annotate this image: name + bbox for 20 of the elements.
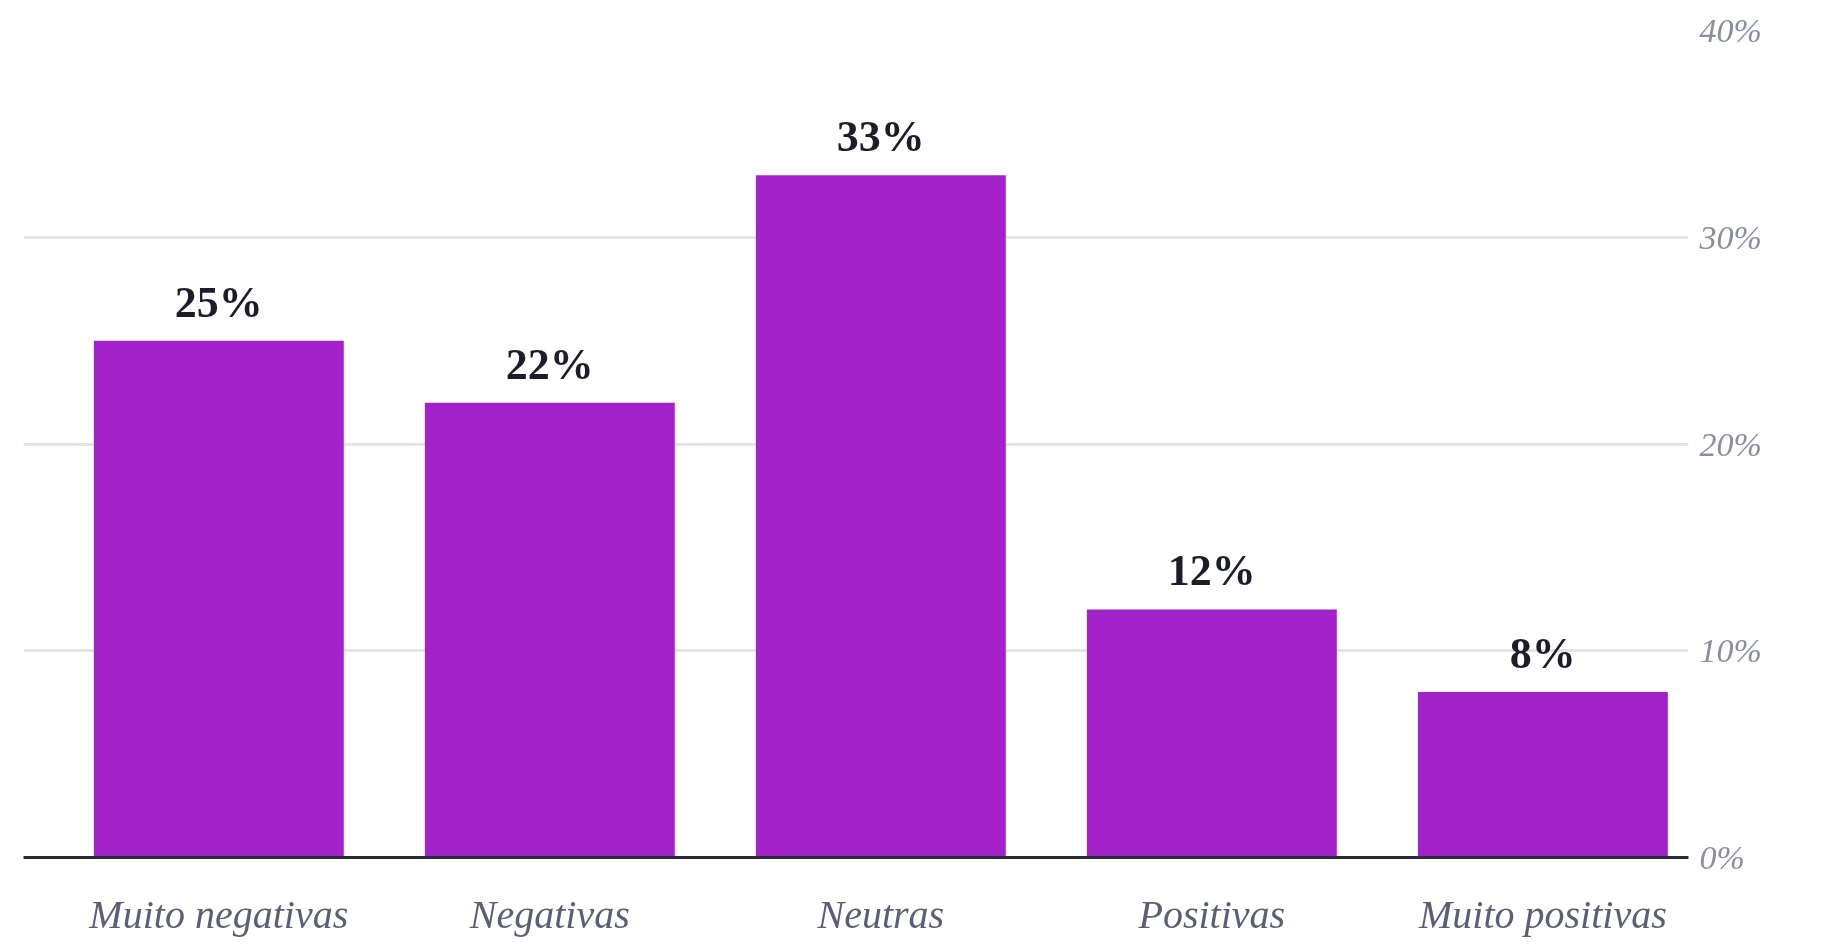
data-label: 33% bbox=[836, 112, 925, 162]
x-tick-label: Neutras bbox=[816, 891, 945, 937]
bar bbox=[1086, 609, 1337, 858]
x-tick-label: Negativas bbox=[468, 891, 630, 937]
x-tick-label: Muito positivas bbox=[1417, 891, 1667, 937]
y-tick-label: 10% bbox=[1699, 632, 1762, 670]
y-tick-label: 40% bbox=[1699, 12, 1762, 49]
data-label: 25% bbox=[174, 277, 263, 327]
x-tick-label: Muito negativas bbox=[88, 891, 349, 937]
data-label: 8% bbox=[1509, 629, 1576, 679]
bar bbox=[1417, 692, 1668, 858]
data-label: 12% bbox=[1167, 546, 1256, 596]
y-tick-label: 30% bbox=[1698, 218, 1762, 256]
y-tick-label: 0% bbox=[1699, 839, 1745, 876]
y-tick-label: 20% bbox=[1699, 425, 1762, 463]
x-tick-label: Positivas bbox=[1137, 891, 1286, 937]
bar bbox=[424, 402, 675, 858]
bar bbox=[93, 340, 344, 858]
data-label: 22% bbox=[505, 339, 594, 389]
bar bbox=[755, 175, 1006, 858]
